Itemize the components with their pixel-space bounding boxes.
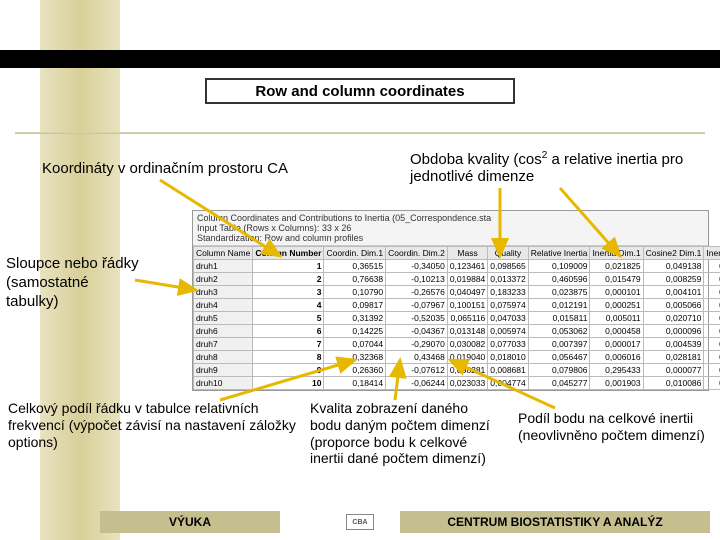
table-row: druh550,31392-0,520350,0651160,0470330,0… (194, 312, 720, 325)
footer-right: CENTRUM BIOSTATISTIKY A ANALÝZ (400, 511, 710, 533)
page-title: Row and column coordinates (255, 83, 464, 100)
col-header: Quality (488, 247, 528, 260)
col-header: Coordin. Dim.2 (386, 247, 448, 260)
annotation-mass: Celkový podíl řádku v tabulce relativníc… (8, 400, 298, 450)
table-meta: Column Coordinates and Contributions to … (193, 211, 708, 246)
label-coordinates: Koordináty v ordinačním prostoru CA (42, 160, 288, 177)
col-header: Coordin. Dim.1 (324, 247, 386, 260)
table-row: druh220,76638-0,102130,0198840,0133720,4… (194, 273, 720, 286)
footer: VÝUKA CBA CENTRUM BIOSTATISTIKY A ANALÝZ (0, 510, 720, 534)
col-header: Inertia Dim.1 (590, 247, 643, 260)
table-row: druh880,323680,434680,0190400,0180100,05… (194, 351, 720, 364)
col-header: Mass (447, 247, 487, 260)
col-header: Column Name (194, 247, 253, 260)
col-header: Cosine2 Dim.1 (643, 247, 704, 260)
data-table-wrap: Column Coordinates and Contributions to … (192, 210, 709, 391)
table-row: druh110,36515-0,340500,1234610,0985650,1… (194, 260, 720, 273)
header-bar (0, 50, 720, 68)
annotation-quality: Kvalita zobrazení daného bodu daným počt… (310, 400, 500, 467)
label-rows-cols: Sloupce nebo řádky (samostatné tabulky) (6, 255, 139, 311)
table-row: druh770,07044-0,290700,0300820,0770330,0… (194, 338, 720, 351)
data-table: Column NameColumn NumberCoordin. Dim.1Co… (193, 246, 720, 390)
col-header: Inertia Dim.2 (704, 247, 720, 260)
title-box: Row and column coordinates (205, 78, 515, 104)
col-header: Relative Inertia (528, 247, 590, 260)
table-row: druh440,09817-0,079670,1001510,0759740,0… (194, 299, 720, 312)
horizontal-rule (15, 132, 705, 134)
table-row: druh10100,18414-0,062440,0230330,0047740… (194, 377, 720, 390)
table-row: druh330,10790-0,265760,0404970,1832330,0… (194, 286, 720, 299)
label-quality: Obdoba kvality (cos2 a relative inertia … (410, 150, 720, 185)
footer-logo: CBA (340, 510, 380, 534)
annotation-inertia: Podíl bodu na celkové inertii (neovlivně… (518, 410, 713, 444)
table-row: druh660,14225-0,043670,0131480,0059740,0… (194, 325, 720, 338)
footer-left: VÝUKA (100, 511, 280, 533)
table-row: druh990,26360-0,076120,0082810,0086810,0… (194, 364, 720, 377)
col-header: Column Number (253, 247, 324, 260)
